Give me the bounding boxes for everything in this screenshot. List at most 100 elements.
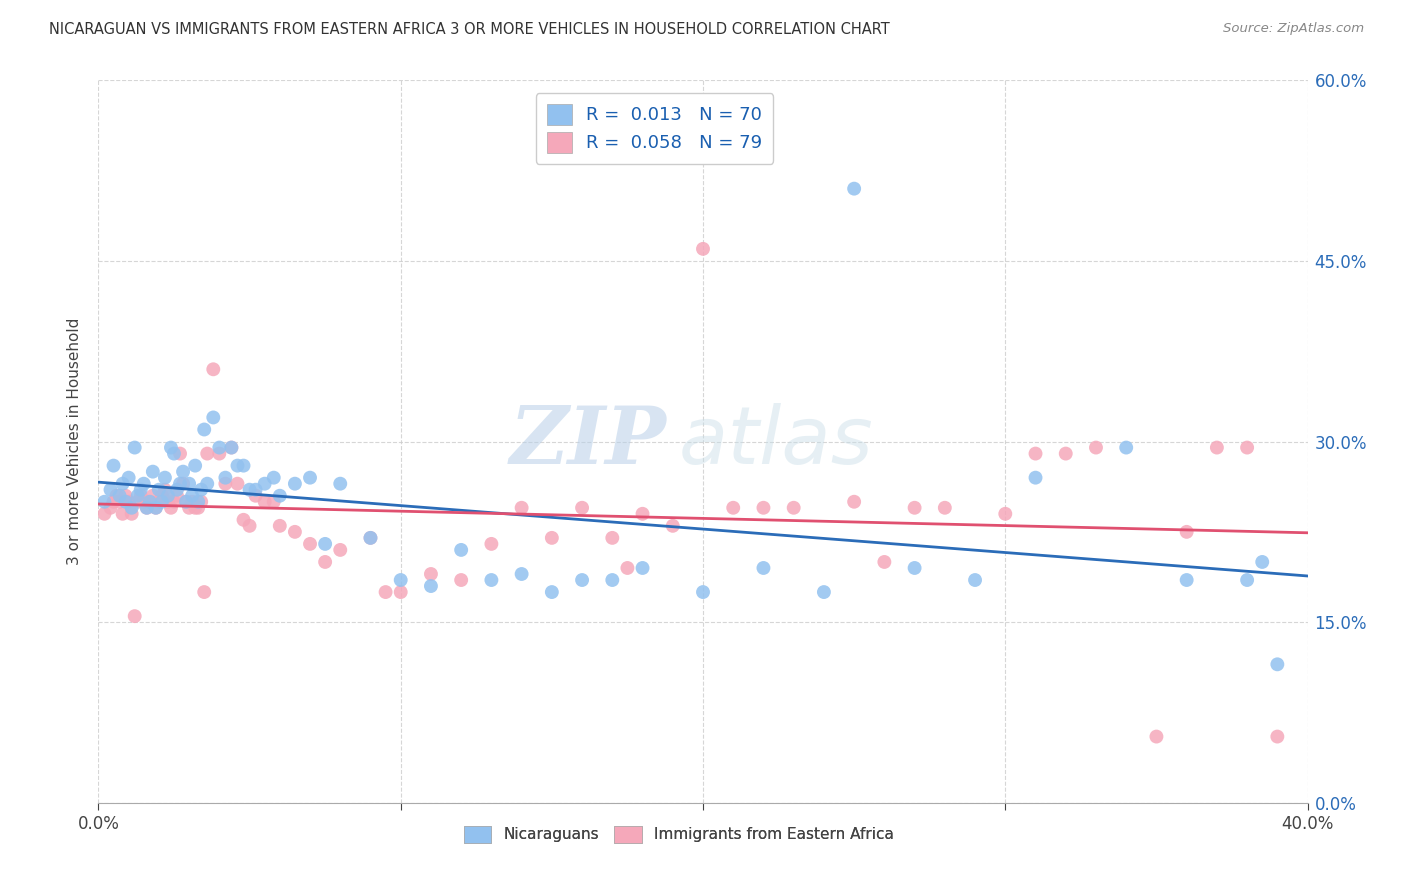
Point [752,561,775,575]
Point [1024,446,1046,460]
Point [121,500,143,515]
Point [873,555,896,569]
Point [156,489,179,503]
Point [202,410,225,425]
Point [103,494,125,508]
Point [269,518,291,533]
Point [184,500,207,515]
Point [1054,446,1077,460]
Point [145,500,167,515]
Point [179,500,201,515]
Point [752,500,775,515]
Point [195,476,218,491]
Point [723,500,745,515]
Text: NICARAGUAN VS IMMIGRANTS FROM EASTERN AFRICA 3 OR MORE VEHICLES IN HOUSEHOLD COR: NICARAGUAN VS IMMIGRANTS FROM EASTERN AF… [49,22,890,37]
Point [174,494,197,508]
Point [142,465,165,479]
Point [160,500,183,515]
Point [190,494,212,508]
Point [93,507,115,521]
Point [163,446,186,460]
Point [193,585,215,599]
Point [142,489,165,503]
Point [114,494,136,508]
Point [214,470,236,484]
Point [181,489,204,503]
Point [226,476,249,491]
Point [245,483,267,497]
Point [783,500,806,515]
Point [226,458,249,473]
Point [965,573,987,587]
Point [1175,524,1198,539]
Point [844,181,866,195]
Text: atlas: atlas [679,402,873,481]
Point [481,573,503,587]
Point [510,500,533,515]
Point [184,458,207,473]
Point [118,494,141,508]
Point [214,476,236,491]
Point [934,500,956,515]
Point [221,441,243,455]
Point [904,500,927,515]
Point [450,573,472,587]
Point [420,579,443,593]
Point [132,476,155,491]
Point [221,441,243,455]
Point [360,531,382,545]
Point [1251,555,1274,569]
Point [153,470,176,484]
Point [299,537,322,551]
Point [156,494,179,508]
Point [100,483,122,497]
Point [169,446,191,460]
Point [389,573,412,587]
Point [129,483,152,497]
Point [111,476,134,491]
Point [114,489,136,503]
Point [1024,470,1046,484]
Point [93,494,115,508]
Point [284,476,307,491]
Point [195,446,218,460]
Text: Source: ZipAtlas.com: Source: ZipAtlas.com [1223,22,1364,36]
Point [208,441,231,455]
Point [124,609,146,624]
Point [540,585,562,599]
Point [118,470,141,484]
Point [329,476,352,491]
Point [172,465,194,479]
Point [163,494,186,508]
Point [904,561,927,575]
Point [602,573,624,587]
Point [181,494,204,508]
Point [139,494,162,508]
Point [813,585,835,599]
Point [692,242,714,256]
Point [1267,657,1289,672]
Point [374,585,396,599]
Point [208,446,231,460]
Point [153,483,176,497]
Point [187,494,209,508]
Point [450,542,472,557]
Point [145,500,167,515]
Point [187,500,209,515]
Point [179,476,201,491]
Point [631,561,654,575]
Point [150,489,173,503]
Point [190,483,212,497]
Point [202,362,225,376]
Point [1236,573,1258,587]
Point [148,494,170,508]
Point [166,489,188,503]
Point [1175,573,1198,587]
Point [108,494,131,508]
Legend: Nicaraguans, Immigrants from Eastern Africa: Nicaraguans, Immigrants from Eastern Afr… [457,820,900,849]
Point [127,494,149,508]
Point [263,494,285,508]
Point [616,561,638,575]
Point [661,518,683,533]
Point [166,483,188,497]
